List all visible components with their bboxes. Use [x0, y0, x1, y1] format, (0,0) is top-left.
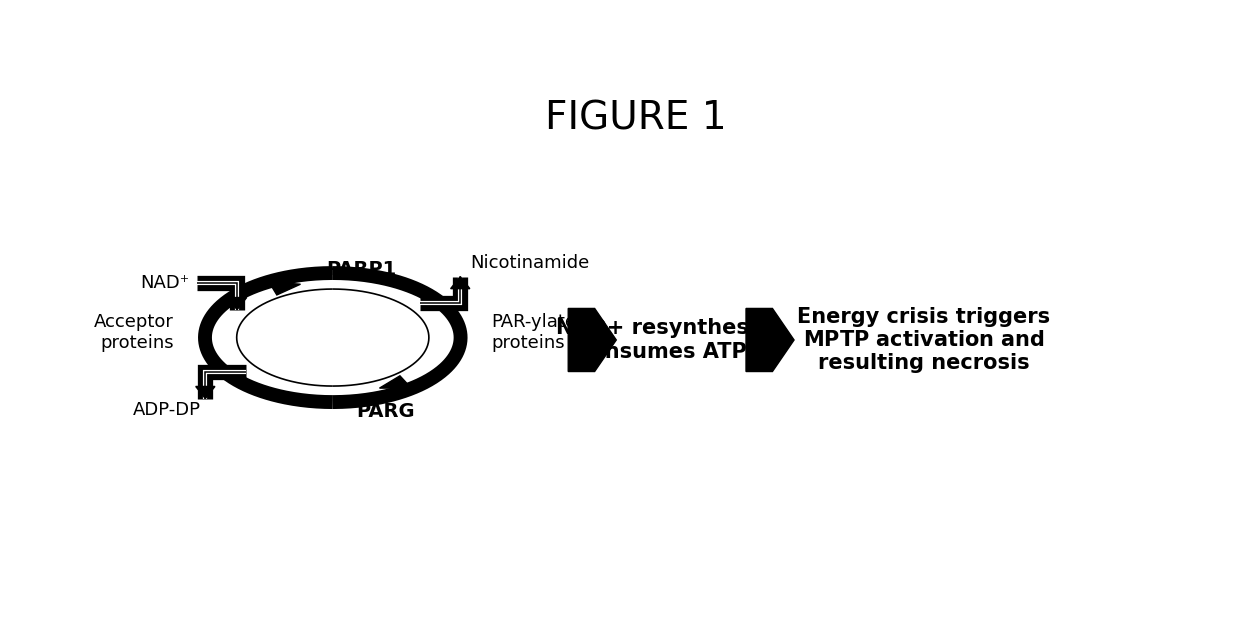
Text: Acceptor
proteins: Acceptor proteins — [94, 313, 174, 352]
Polygon shape — [450, 277, 470, 289]
Polygon shape — [568, 309, 616, 372]
Text: NAD+ resynthesis
consumes ATP: NAD+ resynthesis consumes ATP — [557, 318, 769, 362]
Polygon shape — [269, 282, 300, 295]
Text: Nicotinamide: Nicotinamide — [470, 254, 589, 272]
Text: NAD⁺: NAD⁺ — [140, 274, 188, 292]
Polygon shape — [379, 376, 412, 388]
Polygon shape — [746, 309, 794, 372]
Text: PARP1: PARP1 — [326, 260, 397, 279]
Text: ADP-DP: ADP-DP — [133, 401, 201, 419]
Text: PAR-ylated
proteins: PAR-ylated proteins — [491, 313, 588, 352]
Polygon shape — [196, 386, 215, 399]
Text: PARG: PARG — [356, 402, 415, 421]
Polygon shape — [227, 297, 247, 310]
Text: FIGURE 1: FIGURE 1 — [544, 100, 727, 138]
Text: Energy crisis triggers
$\mathbf{MPTP}$ activation and
resulting necrosis: Energy crisis triggers $\mathbf{MPTP}$ a… — [797, 307, 1050, 373]
